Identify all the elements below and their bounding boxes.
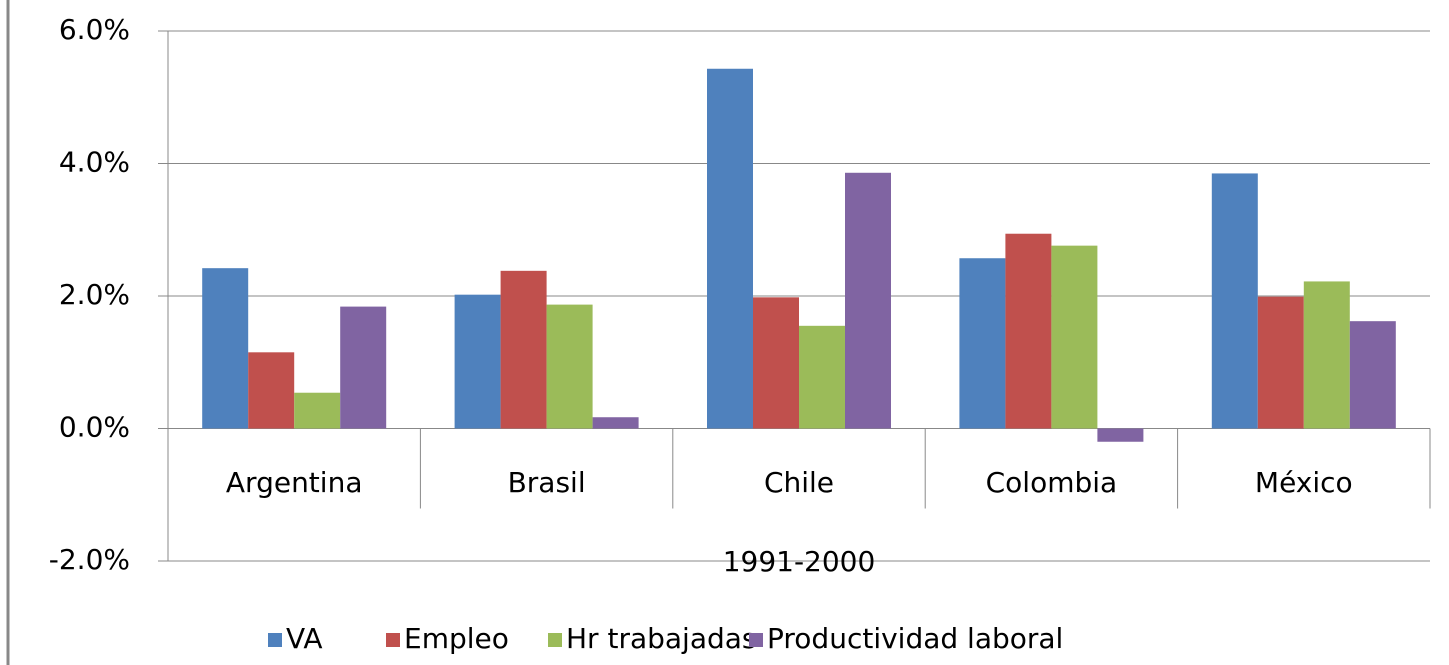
x-tick-label: Colombia (986, 466, 1118, 499)
legend-swatch (268, 633, 282, 647)
bar (202, 268, 249, 429)
bar (753, 297, 799, 429)
legend-label: VA (286, 622, 323, 655)
bar (799, 325, 845, 429)
legend-label: Empleo (404, 622, 509, 655)
y-tick-label: 4.0% (59, 146, 130, 179)
bar (1051, 245, 1098, 429)
bar (959, 258, 1006, 429)
x-tick-label: Argentina (226, 466, 363, 499)
bar (546, 304, 593, 429)
bar (845, 172, 891, 429)
y-tick-label: 0.0% (59, 411, 130, 444)
bar (248, 352, 295, 429)
x-tick-label: Brasil (508, 466, 586, 499)
bar (1097, 428, 1144, 442)
bar (1257, 296, 1304, 429)
x-axis-label: 1991-2000 (723, 545, 876, 578)
legend-swatch (548, 633, 562, 647)
bar (1005, 233, 1052, 429)
bar (454, 294, 501, 429)
y-tick-label: 2.0% (59, 278, 130, 311)
bar (592, 417, 639, 429)
y-tick-label: -2.0% (49, 543, 130, 576)
legend-swatch (386, 633, 400, 647)
y-tick-label: 6.0% (59, 13, 130, 46)
legend-label: Productividad laboral (767, 622, 1063, 655)
bar (707, 68, 753, 429)
bar (294, 392, 341, 429)
x-tick-label: México (1255, 466, 1353, 499)
bar (340, 306, 387, 429)
bar (1303, 281, 1350, 429)
bar (1211, 173, 1258, 429)
bar (1349, 321, 1396, 429)
bar (500, 270, 547, 429)
x-tick-label: Chile (764, 466, 834, 499)
legend-label: Hr trabajadas (566, 622, 757, 655)
legend-swatch (749, 633, 763, 647)
